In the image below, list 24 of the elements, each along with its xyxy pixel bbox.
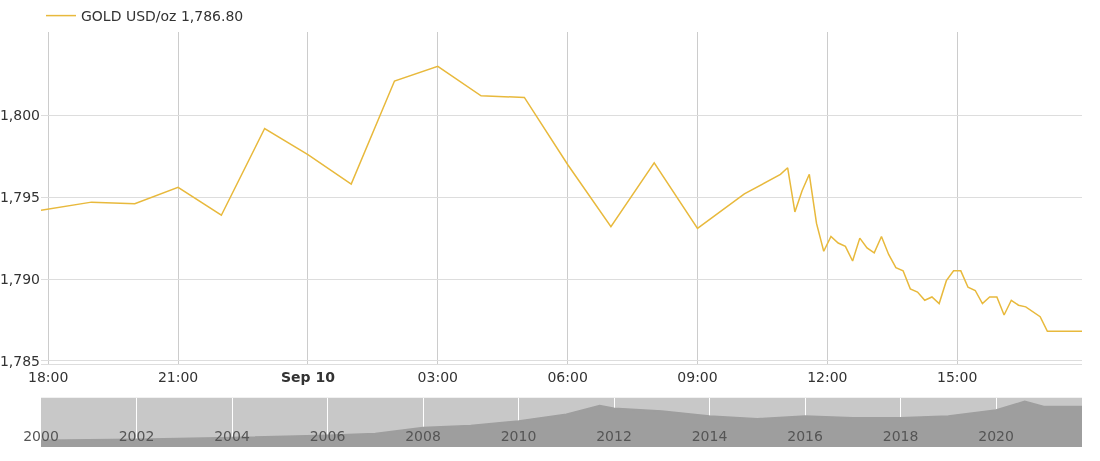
x-tick-label: 2010	[500, 428, 537, 445]
x-tick-label: 2002	[118, 428, 155, 445]
y-tick-label: 1,800	[0, 107, 40, 124]
legend-label: GOLD USD/oz 1,786.80	[81, 8, 244, 25]
x-tick-label: 15:00	[937, 368, 978, 385]
x-tick-label: 12:00	[807, 368, 848, 385]
y-tick-label: 1,790	[0, 270, 40, 287]
x-tick-label: 2012	[596, 428, 632, 445]
x-tick-label: 2004	[214, 428, 250, 445]
x-tick-label: 2014	[691, 428, 728, 445]
x-tick-label: 09:00	[677, 368, 718, 385]
x-tick-label: 2018	[882, 428, 919, 445]
x-tick-label: 2000	[23, 428, 59, 445]
x-tick-label: 18:00	[28, 368, 69, 385]
y-tick-label: 1,785	[0, 352, 40, 369]
x-tick-label: 2008	[405, 428, 441, 445]
x-tick-label: 06:00	[547, 368, 588, 385]
x-tick-label: Sep 10	[280, 368, 336, 385]
x-tick-label: 03:00	[417, 368, 458, 385]
x-tick-label: 2006	[309, 428, 346, 445]
x-tick-label: 2020	[978, 428, 1014, 445]
x-tick-label: 21:00	[157, 368, 199, 385]
x-tick-label: 2016	[787, 428, 823, 445]
y-tick-label: 1,795	[0, 189, 40, 206]
